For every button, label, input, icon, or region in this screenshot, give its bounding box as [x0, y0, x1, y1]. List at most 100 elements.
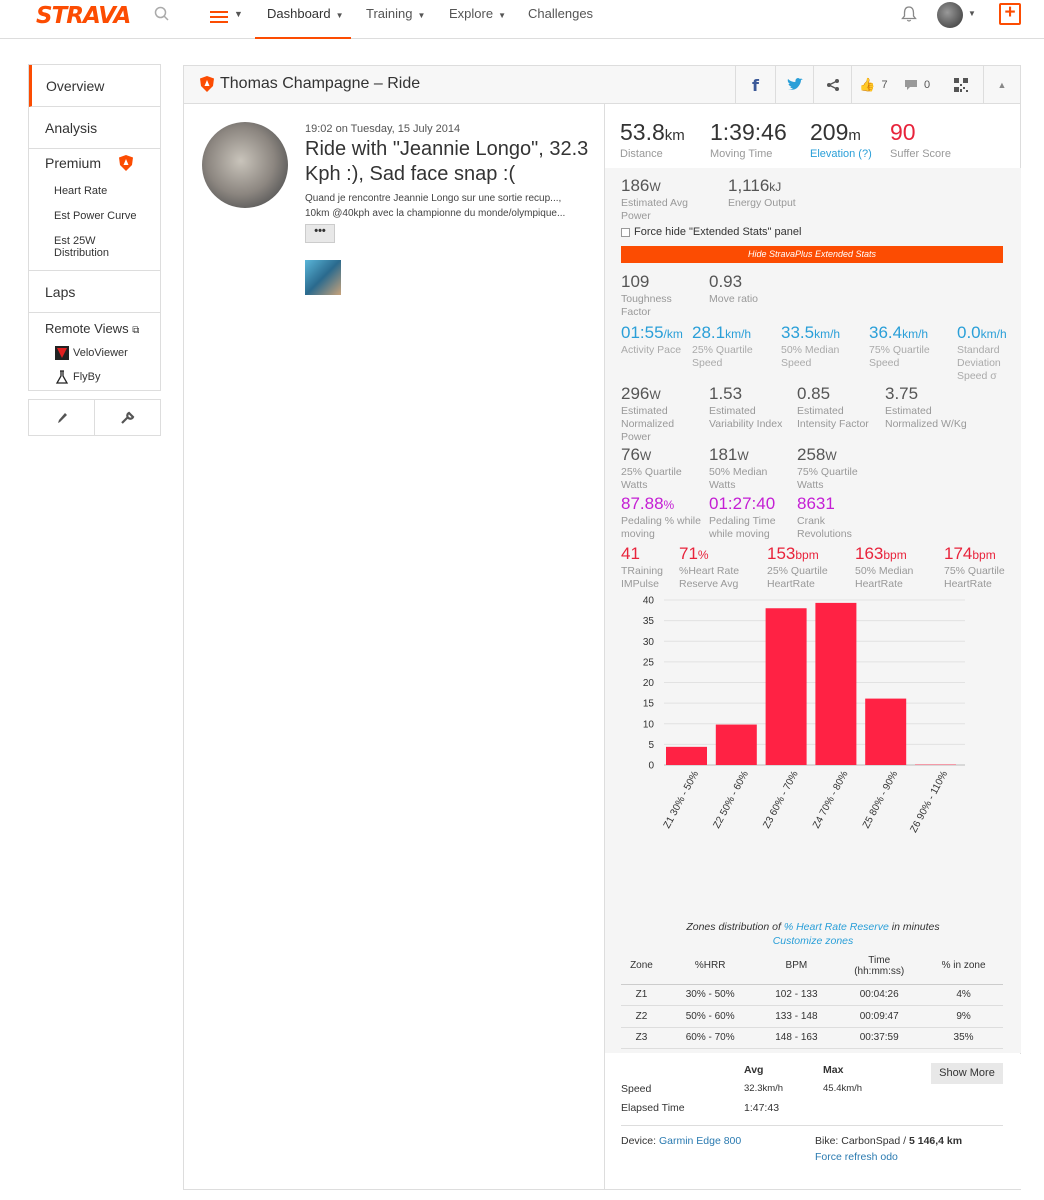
- wrench-icon[interactable]: [94, 400, 160, 435]
- user-avatar[interactable]: [937, 2, 963, 28]
- stats-column: 53.8km Distance 1:39:46 Moving Time 209m El…: [604, 104, 1021, 1189]
- customize-zones-link[interactable]: Customize zones: [772, 935, 854, 947]
- upload-plus-icon[interactable]: +: [999, 3, 1021, 25]
- kudos-button[interactable]: 👍 7: [851, 66, 895, 104]
- remote-views-heading: Remote Views ⧉: [29, 313, 160, 342]
- table-cell: 133 - 148: [758, 1005, 835, 1028]
- qr-code-button[interactable]: [939, 66, 983, 104]
- facebook-share-button[interactable]: f: [735, 66, 775, 104]
- stat-value: 53.8: [620, 119, 665, 145]
- hrr-link[interactable]: % Heart Rate Reserve: [783, 921, 889, 933]
- stat-item: 36.4km/h 75% Quartile Speed: [869, 323, 930, 369]
- stat-item: 1.53 Estimated Variability Index: [709, 384, 782, 430]
- stat-value: 36.4: [869, 323, 903, 342]
- stat-unit: %: [663, 498, 675, 512]
- chart-bar[interactable]: [715, 724, 757, 765]
- stat-label: HeartRate: [855, 578, 903, 590]
- sidebar-item-est-25w[interactable]: Est 25W: [54, 235, 96, 247]
- nav-explore[interactable]: Explore ▼: [449, 0, 506, 39]
- table-cell: Z2: [621, 1005, 662, 1028]
- table-row: Z2 50% - 60% 133 - 148 00:09:47 9%: [621, 1005, 1003, 1028]
- stat-value: 01:55: [621, 323, 664, 342]
- nav-challenges[interactable]: Challenges: [528, 0, 593, 39]
- activity-photo-thumbnail[interactable]: [305, 260, 341, 295]
- elevation-help-link[interactable]: Elevation (?): [810, 148, 872, 160]
- stat-unit: km/h: [902, 327, 929, 341]
- thumbs-up-icon: 👍: [859, 77, 876, 92]
- table-row: Z1 30% - 50% 102 - 133 00:04:26 4%: [621, 984, 1003, 1006]
- more-description-button[interactable]: •••: [305, 224, 335, 243]
- main-stats: 53.8km Distance 1:39:46 Moving Time 209m El…: [605, 104, 1020, 168]
- speed-label: Speed: [621, 1083, 652, 1095]
- chart-bar[interactable]: [666, 746, 707, 765]
- sidebar-item-veloviewer[interactable]: VeloViewer: [29, 342, 160, 366]
- stat-toughness: 109 Toughness Factor: [621, 272, 672, 318]
- edit-pencil-icon[interactable]: [29, 400, 94, 435]
- chevron-down-icon[interactable]: ▼: [968, 9, 976, 18]
- sidebar-item-premium[interactable]: Premium: [29, 149, 160, 182]
- divider: [621, 1125, 1003, 1126]
- share-button[interactable]: [813, 66, 851, 104]
- athlete-avatar[interactable]: [202, 122, 288, 208]
- bike-odometer: 5 146,4 km: [908, 1135, 963, 1147]
- stat-label: HeartRate: [944, 578, 992, 590]
- y-tick-label: 15: [643, 699, 655, 710]
- nav-explore-label: Explore: [449, 6, 494, 21]
- activity-panel: Thomas Champagne – Ride f 👍 7 0 ▲ 19:02 o…: [183, 65, 1021, 1190]
- stat-value: 33.5: [781, 323, 815, 342]
- notifications-bell-icon[interactable]: [900, 5, 918, 28]
- collapse-button[interactable]: ▲: [983, 66, 1020, 104]
- device-link[interactable]: Garmin Edge 800: [658, 1135, 742, 1147]
- nav-training[interactable]: Training ▼: [366, 0, 425, 39]
- zones-caption: Zones distribution of % Heart Rate Reser…: [605, 920, 1021, 934]
- hide-extended-stats-button[interactable]: Hide StravaPlus Extended Stats: [621, 246, 1003, 263]
- chart-bar[interactable]: [865, 698, 907, 765]
- stat-item: 41 TRaining IMPulse: [621, 544, 663, 590]
- stat-label: 75% Quartile: [944, 565, 1005, 577]
- sidebar-item-power-curve[interactable]: Est Power Curve: [54, 210, 137, 222]
- max-header: Max: [823, 1064, 844, 1076]
- stat-unit: W: [649, 180, 661, 194]
- strava-logo[interactable]: STRAVA: [36, 3, 131, 29]
- sidebar-item-laps[interactable]: Laps: [29, 271, 160, 313]
- twitter-share-button[interactable]: [775, 66, 813, 104]
- stat-value: 186: [621, 176, 650, 195]
- premium-label: Premium: [45, 155, 102, 172]
- stat-label: 25% Quartile: [767, 565, 828, 577]
- chevron-down-icon[interactable]: ▼: [234, 9, 243, 19]
- sidebar-item-distribution[interactable]: Distribution: [54, 247, 110, 259]
- force-hide-label: Force hide "Extended Stats" panel: [634, 226, 802, 238]
- force-refresh-odo-link[interactable]: Force refresh odo: [815, 1151, 898, 1163]
- stat-item: 01:27:40 Pedaling Time while moving: [709, 494, 776, 540]
- force-hide-checkbox[interactable]: Force hide "Extended Stats" panel: [621, 226, 801, 238]
- stat-value: 181: [709, 445, 738, 464]
- chart-bar[interactable]: [815, 602, 857, 765]
- table-cell: 9%: [924, 1005, 1003, 1028]
- x-tick-label: Z5 80% - 90%: [861, 769, 901, 830]
- sidebar-item-flyby[interactable]: FlyBy: [29, 366, 160, 390]
- table-cell: 60% - 70%: [661, 1027, 759, 1049]
- veloviewer-label: VeloViewer: [73, 347, 128, 359]
- show-more-button[interactable]: Show More: [931, 1063, 1003, 1084]
- hamburger-menu-icon[interactable]: [210, 10, 228, 29]
- facebook-icon: f: [752, 75, 759, 95]
- stat-label: Deviation: [957, 357, 1001, 369]
- comments-button[interactable]: 0: [895, 66, 939, 104]
- y-tick-label: 20: [643, 678, 655, 689]
- sidebar-item-heart-rate[interactable]: Heart Rate: [54, 185, 108, 197]
- chart-bar[interactable]: [765, 608, 807, 765]
- stat-label: Variability Index: [709, 418, 783, 430]
- stat-value: 109: [621, 272, 650, 291]
- stat-label: 50% Median: [781, 344, 840, 356]
- nav-dashboard[interactable]: Dashboard ▼: [255, 0, 351, 39]
- sidebar-item-analysis[interactable]: Analysis: [29, 107, 160, 149]
- premium-shield-icon: [118, 155, 133, 174]
- stat-label: while moving: [709, 528, 770, 540]
- col-time: Time (hh:mm:ss): [834, 948, 925, 985]
- checkbox-box[interactable]: [621, 227, 630, 237]
- remote-views-label: Remote Views: [45, 321, 129, 336]
- stat-item: 296W Estimated Normalized Power: [621, 384, 674, 443]
- sidebar-item-overview[interactable]: Overview: [29, 65, 160, 107]
- flyby-flask-icon: [55, 370, 69, 384]
- search-icon[interactable]: [154, 6, 170, 27]
